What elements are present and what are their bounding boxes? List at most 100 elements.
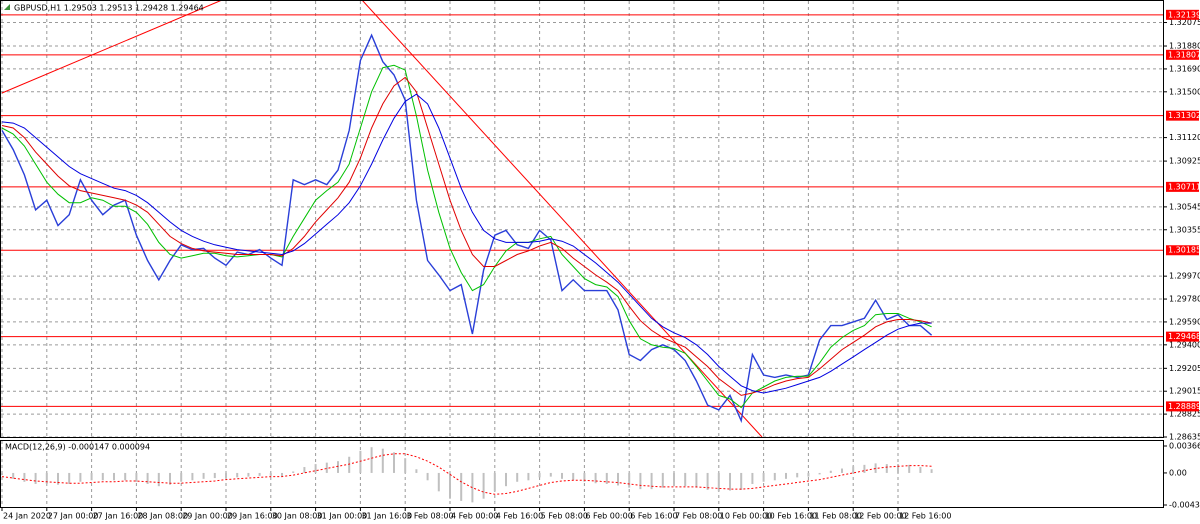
macd-bar (605, 472, 608, 484)
macd-bar (269, 472, 272, 476)
macd-bar (829, 470, 832, 473)
macd-bar (919, 467, 922, 473)
macd-bar (449, 472, 451, 499)
macd-bar (325, 462, 328, 473)
x-tick-label: 31 Jan 00:00 (317, 512, 368, 521)
macd-bar (863, 464, 866, 473)
macd-bar (773, 472, 776, 481)
y-tick-label: 0.00 (1169, 468, 1187, 477)
macd-bar (650, 472, 653, 490)
macd-bar (314, 464, 317, 473)
x-tick-label: 7 Feb 08:00 (675, 512, 722, 521)
x-tick-label: 24 Jan 2020 (3, 512, 51, 521)
macd-title: MACD(12,26,9) -0.000147 0.000094 (5, 443, 150, 452)
macd-bar (146, 472, 149, 484)
macd-bar (505, 472, 507, 487)
macd-bar (236, 472, 239, 478)
macd-bar (404, 458, 407, 473)
macd-bar (359, 450, 362, 473)
y-tick-label: 1.32075 (1169, 18, 1200, 27)
y-tick-label: 1.29970 (1169, 272, 1200, 281)
macd-bar (527, 472, 530, 481)
trend-line (1, 0, 223, 94)
level-label: 1.32139 (1168, 10, 1200, 19)
macd-bar (258, 472, 261, 476)
level-label-box (1166, 245, 1199, 256)
macd-bar (113, 472, 115, 481)
macd-bar (561, 472, 563, 479)
macd-bar (213, 472, 216, 479)
y-tick-label: 1.31120 (1169, 133, 1200, 142)
macd-bar (437, 472, 440, 492)
macd-bar (549, 472, 552, 477)
macd-bar (572, 472, 575, 481)
signal-line (1, 453, 932, 495)
x-tick-label: 28 Jan 08:00 (137, 512, 188, 521)
macd-bar (885, 464, 888, 473)
macd-bar (303, 467, 306, 473)
macd-bar (841, 468, 843, 473)
macd-bar (538, 472, 541, 478)
macd-bar (1, 472, 3, 476)
chart-title: GBPUSD,H1 1.29503 1.29513 1.29428 1.2946… (14, 4, 204, 13)
macd-bar (897, 464, 899, 473)
y-tick-label: 1.31880 (1169, 42, 1200, 51)
x-tick-label: 10 Feb 00:00 (720, 512, 772, 521)
macd-bar (729, 472, 731, 491)
macd-bar (684, 472, 687, 487)
x-tick-label: 10 Feb 16:00 (765, 512, 817, 521)
x-tick-label: 4 Feb 00:00 (451, 512, 498, 521)
x-tick-label: 12 Feb 16:00 (899, 512, 951, 521)
macd-bar (101, 472, 104, 481)
macd-bar (673, 472, 675, 487)
level-label: 1.31302 (1168, 111, 1200, 120)
y-tick-label: 1.29205 (1169, 364, 1200, 373)
macd-bar (594, 472, 597, 484)
level-label-box (1166, 401, 1199, 412)
x-tick-label: 29 Jan 16:00 (227, 512, 278, 521)
macd-frame (0, 440, 1164, 508)
macd-bar (930, 469, 933, 473)
macd-bar (628, 472, 631, 488)
trend-line (361, 0, 763, 438)
macd-bar (169, 472, 171, 485)
series-line (1, 64, 932, 409)
macd-bar (740, 472, 743, 490)
macd-bar (34, 472, 37, 484)
x-tick-label: 11 Feb 08:00 (809, 512, 861, 521)
macd-bar (191, 472, 194, 481)
y-tick-label: 1.30545 (1169, 202, 1200, 211)
macd-bar (818, 472, 821, 475)
macd-bar (247, 472, 250, 477)
macd-bar (493, 472, 496, 492)
x-tick-label: 3 Feb 08:00 (406, 512, 453, 521)
macd-bar (68, 472, 71, 484)
macd-bar (908, 464, 911, 473)
macd-bar (23, 472, 26, 482)
macd-bar (57, 472, 59, 485)
level-label: 1.29468 (1168, 332, 1200, 341)
macd-bar (348, 456, 351, 473)
level-label-box (1166, 49, 1199, 60)
x-tick-label: 12 Feb 00:00 (854, 512, 906, 521)
macd-bar (337, 461, 339, 473)
x-tick-label: 4 Feb 16:00 (496, 512, 543, 521)
y-tick-label: 1.28635 (1169, 433, 1200, 442)
y-tick-label: -0.004358 (1169, 501, 1200, 510)
macd-bar (135, 472, 138, 482)
series-line (1, 93, 932, 394)
macd-bar (807, 472, 810, 477)
y-tick-label: 1.29015 (1169, 387, 1200, 396)
macd-bar (717, 472, 720, 492)
macd-bar (45, 472, 48, 484)
macd-bar (516, 472, 519, 482)
macd-bar (639, 472, 642, 490)
macd-bar (90, 472, 93, 481)
y-tick-label: 1.30925 (1169, 157, 1200, 166)
macd-bar (393, 452, 395, 473)
series-line (1, 76, 932, 396)
macd-bar (695, 472, 698, 488)
